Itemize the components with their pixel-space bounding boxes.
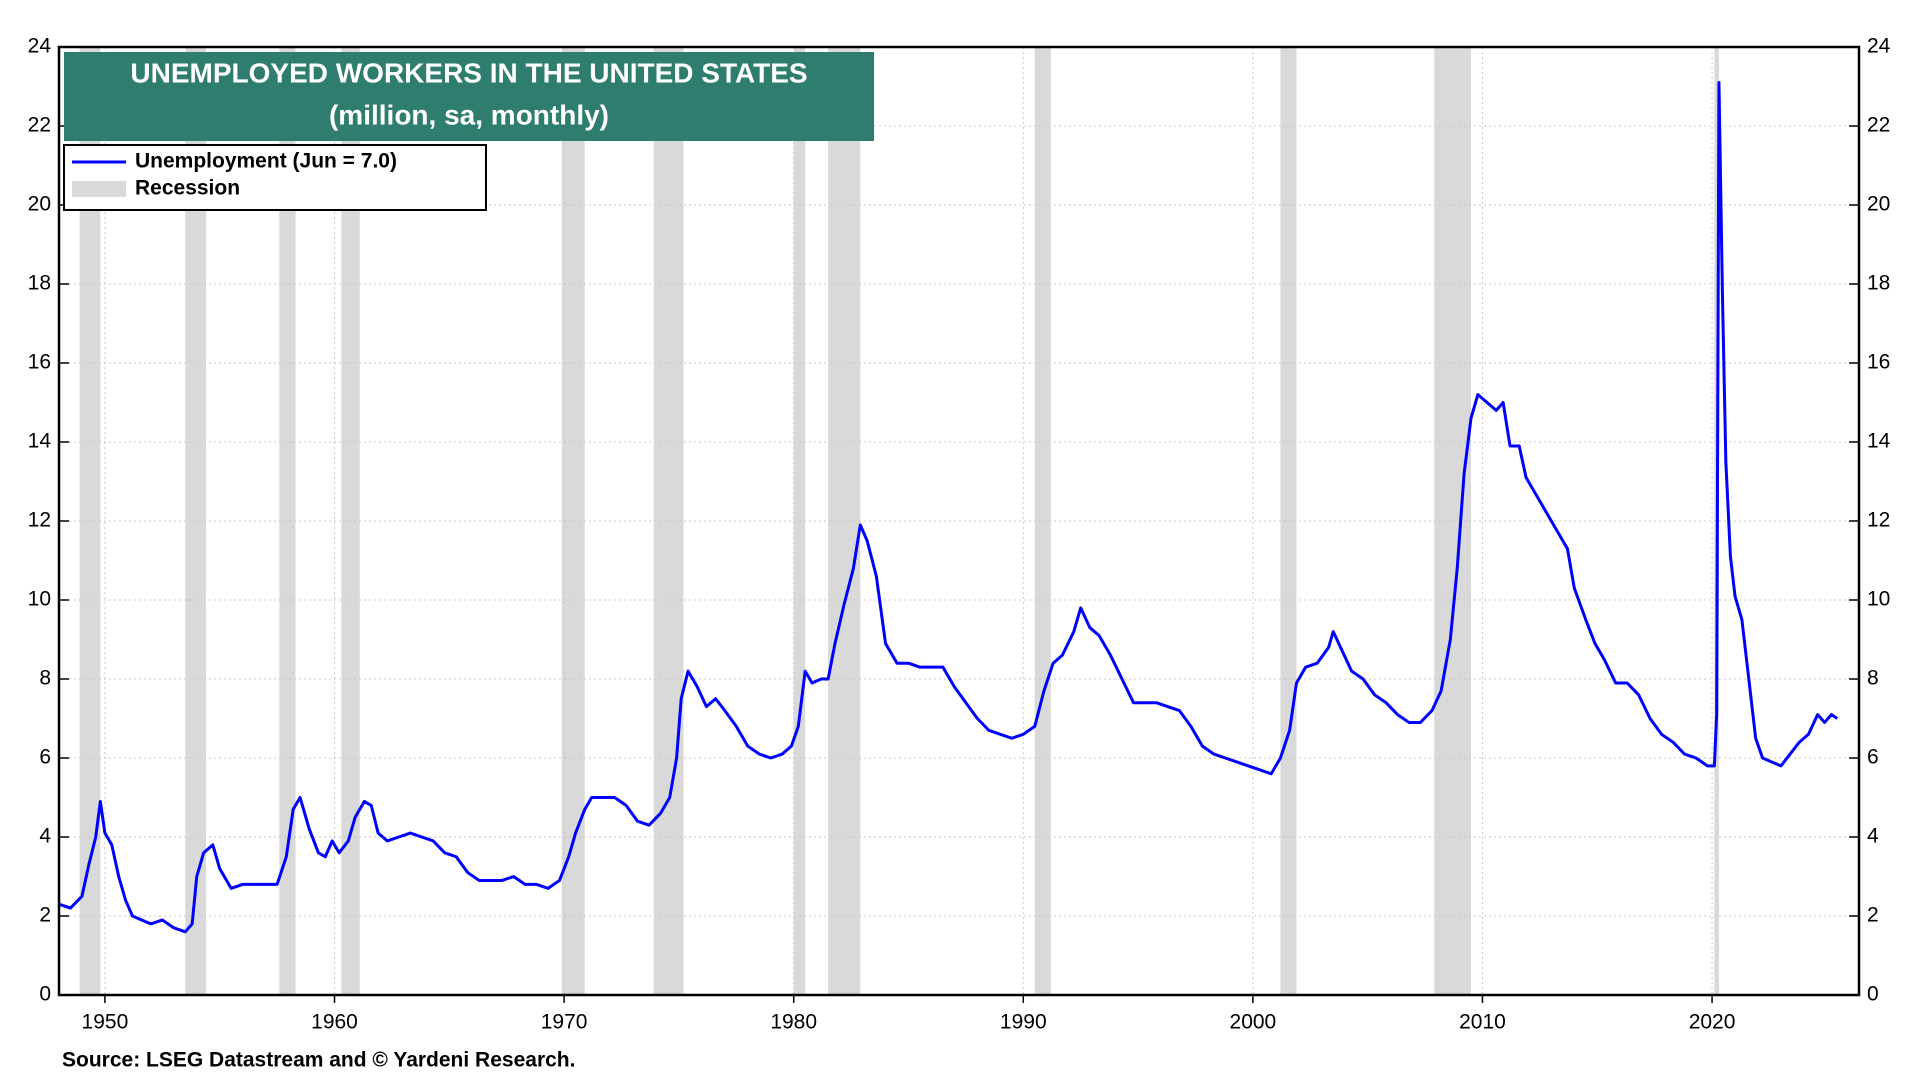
y-tick-label: 18 (28, 272, 51, 295)
y-tick-label: 14 (28, 430, 52, 453)
title-box (64, 52, 874, 141)
chart-subtitle: (million, sa, monthly) (329, 99, 609, 130)
x-tick-label: 2010 (1459, 1011, 1506, 1034)
y-tick-label: 24 (28, 35, 52, 58)
recession-band (1034, 47, 1051, 995)
y-tick-label: 10 (28, 588, 51, 611)
legend: Unemployment (Jun = 7.0) Recession (63, 144, 487, 211)
y2-tick-label: 12 (1867, 509, 1890, 532)
x-tick-label: 1990 (1000, 1011, 1047, 1034)
x-tick-label: 2000 (1230, 1011, 1277, 1034)
y-tick-label: 16 (28, 351, 51, 374)
y-tick-label: 2 (39, 904, 51, 927)
line-layer (58, 81, 1839, 934)
recession-band (653, 47, 684, 995)
y-tick-label: 20 (28, 193, 51, 216)
y2-tick-label: 8 (1867, 667, 1879, 690)
y2-tick-label: 6 (1867, 746, 1879, 769)
y-tick-label: 0 (39, 983, 51, 1006)
x-tick-label: 1960 (311, 1011, 358, 1034)
x-tick-label: 1970 (541, 1011, 588, 1034)
chart-title: UNEMPLOYED WORKERS IN THE UNITED STATES (130, 57, 807, 88)
y2-tick-label: 18 (1867, 272, 1890, 295)
y2-tick-label: 0 (1867, 983, 1879, 1006)
x-tick-label: 2020 (1689, 1011, 1736, 1034)
y2-tick-label: 2 (1867, 904, 1879, 927)
source-note: Source: LSEG Datastream and © Yardeni Re… (62, 1049, 575, 1072)
y2-tick-label: 24 (1867, 35, 1891, 58)
x-tick-label: 1980 (770, 1011, 817, 1034)
legend-swatch (72, 181, 126, 197)
y-tick-label: 6 (39, 746, 51, 769)
legend-label: Unemployment (Jun = 7.0) (135, 150, 397, 173)
y-tick-label: 4 (39, 825, 51, 848)
y2-tick-label: 16 (1867, 351, 1890, 374)
data-line (58, 81, 1839, 934)
axis-layer: 0246810121416182022240246810121416182022… (28, 35, 1891, 1034)
legend-box (63, 144, 487, 211)
y2-tick-label: 22 (1867, 114, 1890, 137)
x-tick-label: 1950 (82, 1011, 129, 1034)
y-tick-label: 22 (28, 114, 51, 137)
y2-tick-label: 10 (1867, 588, 1890, 611)
y-tick-label: 12 (28, 509, 51, 532)
y-tick-label: 8 (39, 667, 51, 690)
y2-tick-label: 14 (1867, 430, 1891, 453)
y2-tick-label: 20 (1867, 193, 1890, 216)
recession-band (279, 47, 296, 995)
y2-tick-label: 4 (1867, 825, 1879, 848)
legend-label: Recession (135, 177, 240, 200)
